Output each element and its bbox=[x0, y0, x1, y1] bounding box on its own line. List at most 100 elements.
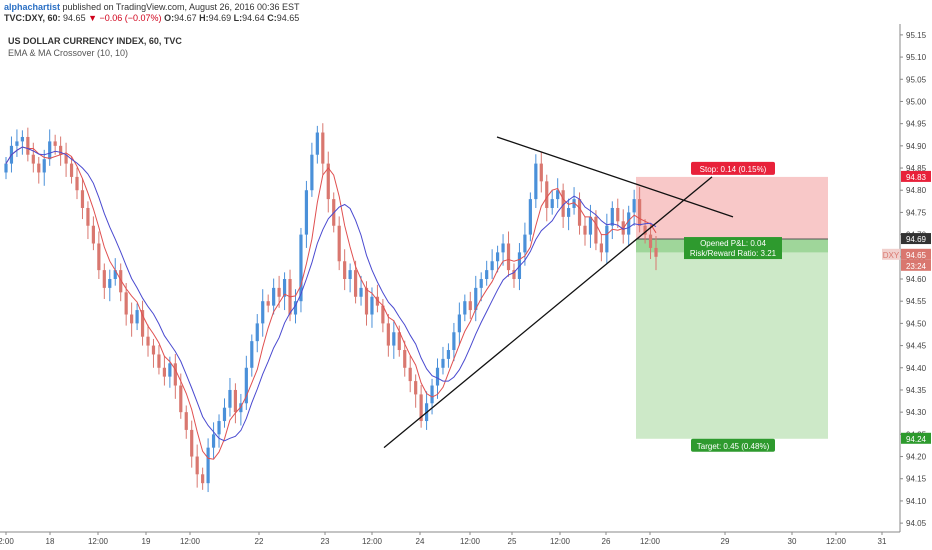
candle-body bbox=[37, 163, 41, 173]
candle-body bbox=[64, 154, 68, 164]
candle-body bbox=[151, 345, 156, 355]
close-value: 94.65 bbox=[276, 13, 300, 23]
candle-body bbox=[293, 301, 298, 315]
candle-body bbox=[523, 234, 527, 253]
candle-body bbox=[506, 243, 511, 271]
x-tick-label: 12:00 bbox=[460, 537, 481, 546]
price-badge bbox=[901, 170, 931, 182]
candle-body bbox=[414, 381, 418, 395]
candle-body bbox=[430, 385, 434, 404]
candle-body bbox=[321, 132, 325, 164]
candle-body bbox=[583, 225, 587, 235]
candle-body bbox=[244, 367, 248, 404]
candle-body bbox=[435, 367, 440, 386]
candle-body bbox=[195, 456, 199, 475]
price-badge bbox=[901, 432, 931, 444]
quote-line: TVC:DXY, 60: 94.65 ▼ −0.06 (−0.07%) O:94… bbox=[4, 13, 300, 23]
x-tick-label: 31 bbox=[878, 537, 887, 546]
candle-body bbox=[403, 350, 407, 368]
y-tick-label: 94.60 bbox=[906, 275, 927, 284]
candle-body bbox=[561, 190, 565, 217]
candle-body bbox=[173, 363, 177, 386]
x-tick-label: 12:00 bbox=[362, 537, 383, 546]
candle-body bbox=[468, 301, 472, 311]
candle-body bbox=[343, 261, 347, 279]
candle-body bbox=[310, 154, 314, 191]
candle-body bbox=[550, 199, 554, 208]
y-tick-label: 94.45 bbox=[906, 342, 927, 351]
candle-body bbox=[53, 141, 57, 146]
candle-body bbox=[577, 199, 582, 226]
candle-body bbox=[605, 225, 609, 253]
candle-body bbox=[446, 350, 451, 359]
chart-title: US DOLLAR CURRENCY INDEX, 60, TVC bbox=[8, 36, 182, 46]
candle-body bbox=[632, 199, 636, 213]
x-tick-label: 29 bbox=[721, 537, 730, 546]
rr-label: Risk/Reward Ratio: 3.21 bbox=[690, 249, 777, 258]
price-badge bbox=[901, 248, 931, 260]
candle-body bbox=[463, 301, 467, 315]
candle-body bbox=[610, 207, 614, 226]
stop-label-bg bbox=[691, 161, 775, 175]
candle-body bbox=[31, 154, 35, 164]
candle-body bbox=[282, 279, 287, 297]
candle-body bbox=[179, 385, 183, 413]
price-badge bbox=[901, 233, 931, 245]
pnl-label: Opened P&L: 0.04 bbox=[700, 239, 766, 248]
candle-body bbox=[364, 287, 369, 315]
x-tick-label: 26 bbox=[602, 537, 611, 546]
x-tick-label: 12:00 bbox=[826, 537, 847, 546]
candle-body bbox=[190, 429, 194, 457]
y-tick-label: 94.15 bbox=[906, 475, 927, 484]
publish-header: alphachartist published on TradingView.c… bbox=[0, 0, 932, 24]
published-text: published on TradingView.com, August 26,… bbox=[62, 2, 300, 12]
candle-body bbox=[616, 207, 620, 222]
publish-line: alphachartist published on TradingView.c… bbox=[4, 2, 300, 12]
descending-trendline bbox=[496, 136, 734, 218]
candle-body bbox=[20, 136, 24, 142]
close-label: C: bbox=[267, 13, 277, 23]
candle-body bbox=[201, 474, 205, 484]
candle-body bbox=[534, 163, 538, 200]
price-badge-text: 94.83 bbox=[906, 173, 927, 182]
candle-body bbox=[26, 136, 30, 155]
price-badge-text: 23:24 bbox=[906, 262, 927, 271]
candle-body bbox=[162, 367, 167, 377]
indicator-legend[interactable]: EMA & MA Crossover (10, 10) bbox=[8, 48, 129, 58]
stop-zone bbox=[636, 176, 828, 240]
candle-body bbox=[567, 207, 571, 217]
candle-body bbox=[69, 163, 74, 177]
low-value: 94.64 bbox=[242, 13, 265, 23]
y-tick-label: 95.10 bbox=[906, 53, 927, 62]
candle-body bbox=[157, 354, 161, 368]
price-badge-text: 94.24 bbox=[906, 435, 927, 444]
candle-body bbox=[42, 159, 46, 173]
y-tick-label: 94.95 bbox=[906, 120, 927, 129]
y-tick-label: 94.10 bbox=[906, 497, 927, 506]
symbol-interval: TVC:DXY, 60 bbox=[4, 13, 58, 23]
x-tick-label: 18 bbox=[46, 537, 55, 546]
candle-body bbox=[261, 301, 265, 324]
candle-body bbox=[272, 287, 276, 306]
price-chart[interactable]: 95.15 95.10 95.05 95.00 94.95 94.90 94.85 94.80… bbox=[0, 24, 932, 550]
candle-body bbox=[326, 163, 330, 200]
y-tick-label: 94.55 bbox=[906, 297, 927, 306]
candle-body bbox=[59, 145, 63, 155]
candle-body bbox=[419, 394, 423, 422]
x-tick-label: 24 bbox=[416, 537, 425, 546]
candle-body bbox=[4, 163, 8, 173]
x-tick-label: 22 bbox=[255, 537, 264, 546]
candle-body bbox=[627, 212, 631, 235]
stop-label: Stop: 0.14 (0.15%) bbox=[700, 165, 767, 174]
open-label: O: bbox=[164, 13, 175, 23]
candle-body bbox=[474, 287, 478, 311]
candle-body bbox=[97, 243, 101, 271]
candle-body bbox=[239, 403, 243, 413]
author-link[interactable]: alphachartist bbox=[4, 2, 61, 12]
x-tick-label: 12:00 bbox=[640, 537, 661, 546]
candle-body bbox=[80, 190, 85, 208]
candle-body bbox=[490, 261, 494, 271]
candle-body bbox=[206, 447, 210, 484]
candle-body bbox=[108, 279, 112, 288]
target-label-bg bbox=[691, 438, 775, 452]
